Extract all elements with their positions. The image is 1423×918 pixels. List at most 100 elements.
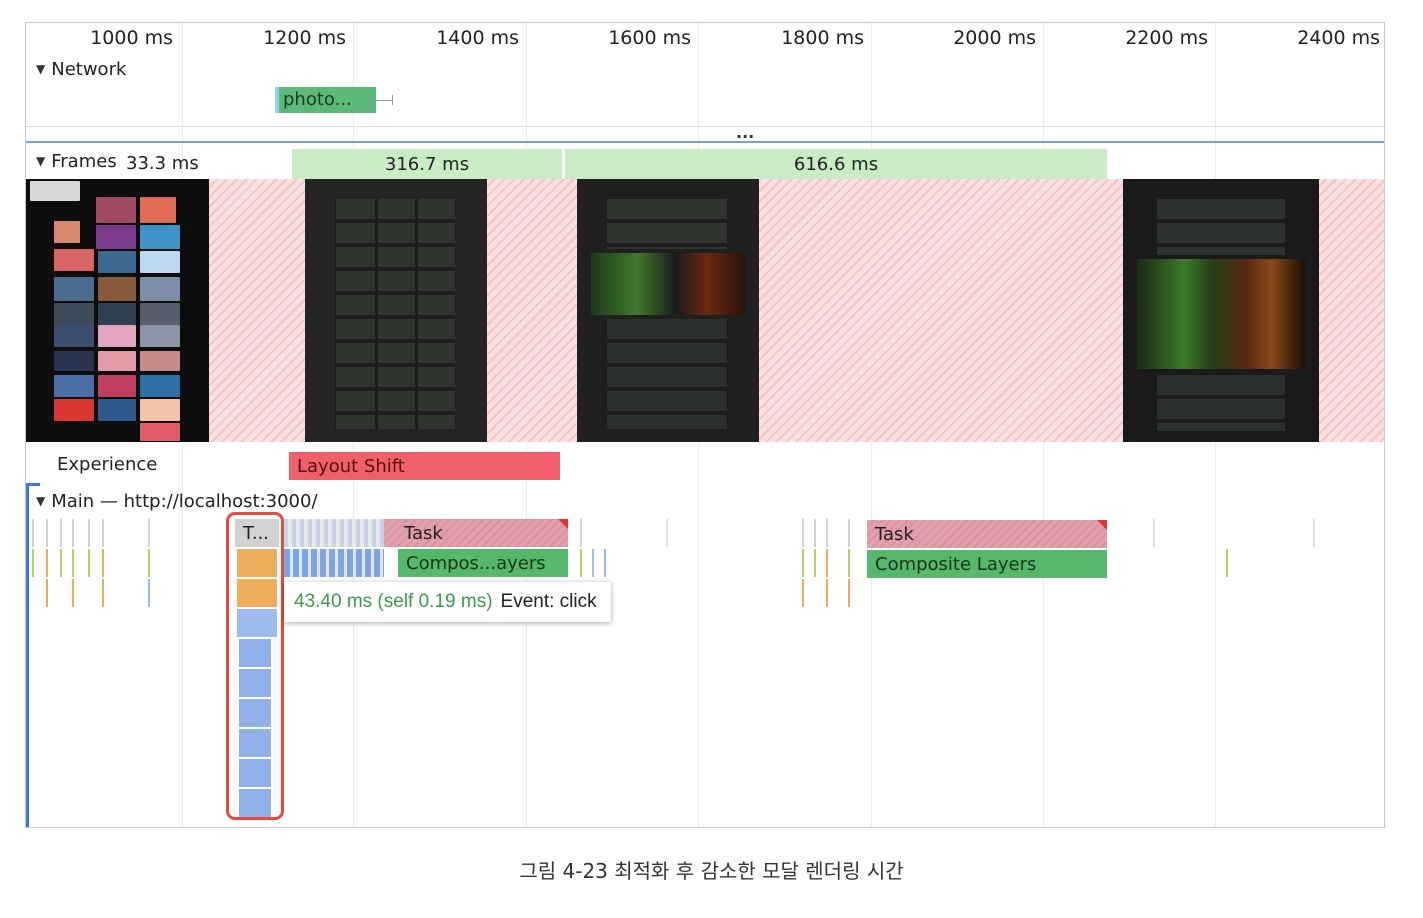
request-whisker-end xyxy=(392,95,393,105)
task-sliver[interactable] xyxy=(1153,519,1155,547)
task-sliver[interactable] xyxy=(826,549,828,577)
task-sliver[interactable] xyxy=(88,549,90,577)
task-sliver[interactable] xyxy=(814,519,816,547)
track-divider xyxy=(26,126,1384,127)
scripting-bar[interactable] xyxy=(239,669,271,697)
task-label: Task xyxy=(875,523,914,545)
task-sliver[interactable] xyxy=(802,549,804,577)
request-whisker xyxy=(376,100,392,101)
collapsed-tracks-indicator[interactable]: ... xyxy=(736,123,755,142)
task-sliver[interactable] xyxy=(148,549,150,577)
frame-duration-bar[interactable]: 316.7 ms xyxy=(292,149,562,179)
task-sliver[interactable] xyxy=(32,549,34,577)
task-sliver[interactable] xyxy=(102,579,104,607)
composite-layers-bar[interactable]: Compos...ayers xyxy=(398,549,568,577)
frame-screenshot[interactable] xyxy=(26,179,209,442)
frame-screenshot[interactable] xyxy=(1123,179,1319,442)
highlight-box xyxy=(226,512,284,820)
network-request-bar[interactable]: photo... xyxy=(275,87,376,113)
scripting-bar[interactable] xyxy=(239,759,271,787)
task-sliver[interactable] xyxy=(814,549,816,577)
task-sliver[interactable] xyxy=(580,519,582,547)
task-sliver[interactable] xyxy=(32,519,34,547)
task-sliver[interactable] xyxy=(148,579,150,607)
task-sliver[interactable] xyxy=(60,549,62,577)
collapse-triangle-icon: ▼ xyxy=(36,62,46,76)
collapse-triangle-icon: ▼ xyxy=(36,154,46,168)
frames-track-header[interactable]: ▼ Frames xyxy=(36,151,121,172)
task-sliver[interactable] xyxy=(148,519,150,547)
task-sliver[interactable] xyxy=(826,579,828,607)
task-sliver[interactable] xyxy=(580,549,582,577)
task-sliver[interactable] xyxy=(848,519,850,547)
task-sliver[interactable] xyxy=(46,519,48,547)
task-sliver[interactable] xyxy=(848,579,850,607)
task-sliver[interactable] xyxy=(60,519,62,547)
long-task-bar[interactable]: Task xyxy=(867,520,1107,548)
frame-screenshot[interactable] xyxy=(305,179,487,442)
composite-layers-bar[interactable]: Composite Layers xyxy=(867,550,1107,578)
task-sliver[interactable] xyxy=(802,519,804,547)
network-request-label: photo... xyxy=(283,89,352,110)
task-sliver[interactable] xyxy=(666,519,668,547)
composite-label: Composite Layers xyxy=(875,553,1037,575)
task-sliver[interactable] xyxy=(72,549,74,577)
long-task-warning-icon xyxy=(558,519,568,529)
tooltip-event: Event: click xyxy=(500,591,597,612)
scripting-bar[interactable] xyxy=(239,699,271,727)
tick-label: 1400 ms xyxy=(436,27,519,49)
scripting-sliver-group[interactable] xyxy=(284,549,384,577)
task-sliver[interactable] xyxy=(88,519,90,547)
scripting-bar[interactable] xyxy=(239,639,271,667)
task-bar[interactable]: T... xyxy=(235,519,279,547)
first-frame-duration: 33.3 ms xyxy=(126,153,199,174)
long-task-bar[interactable]: Task xyxy=(384,519,568,547)
task-sliver[interactable] xyxy=(802,579,804,607)
event-tooltip: 43.40 ms (self 0.19 ms) Event: click xyxy=(284,582,611,622)
track-selection-indicator xyxy=(26,483,29,827)
task-label: T... xyxy=(243,522,270,544)
scripting-bar[interactable] xyxy=(239,789,271,817)
task-sliver[interactable] xyxy=(46,549,48,577)
tick-label: 1600 ms xyxy=(608,27,691,49)
layout-shift-bar[interactable]: Layout Shift xyxy=(289,452,560,480)
scripting-bar[interactable] xyxy=(237,609,277,637)
selection-divider[interactable] xyxy=(26,141,1384,143)
tick-label: 1800 ms xyxy=(781,27,864,49)
scripting-bar[interactable] xyxy=(239,729,271,757)
task-sliver[interactable] xyxy=(46,579,48,607)
network-label: Network xyxy=(51,59,127,80)
task-sliver[interactable] xyxy=(848,549,850,577)
task-sliver[interactable] xyxy=(604,549,606,577)
task-sliver[interactable] xyxy=(102,549,104,577)
task-sliver[interactable] xyxy=(72,579,74,607)
task-sliver[interactable] xyxy=(826,519,828,547)
task-sliver[interactable] xyxy=(72,519,74,547)
tick-label: 1000 ms xyxy=(90,27,173,49)
main-thread-label: Main — http://localhost:3000/ xyxy=(51,491,318,512)
network-track-header[interactable]: ▼ Network xyxy=(36,59,126,80)
tick-label: 2200 ms xyxy=(1125,27,1208,49)
main-track-header[interactable]: ▼ Main — http://localhost:3000/ xyxy=(36,491,318,512)
event-click-bar[interactable] xyxy=(237,549,277,577)
figure-caption: 그림 4-23 최적화 후 감소한 모달 렌더링 시간 xyxy=(519,859,904,883)
layout-shift-label: Layout Shift xyxy=(297,455,405,477)
experience-track-header[interactable]: Experience xyxy=(57,454,158,475)
task-sliver[interactable] xyxy=(592,549,594,577)
performance-panel: 1000 ms 1200 ms 1400 ms 1600 ms 1800 ms … xyxy=(25,22,1385,828)
task-label: Task xyxy=(404,522,443,544)
track-selection-indicator-top xyxy=(26,483,40,486)
frame-duration-bar[interactable]: 616.6 ms xyxy=(565,149,1107,179)
frames-label: Frames xyxy=(51,151,117,172)
long-task-warning-icon xyxy=(1097,520,1107,530)
function-call-bar[interactable] xyxy=(237,579,277,607)
task-sliver[interactable] xyxy=(102,519,104,547)
composite-label: Compos...ayers xyxy=(406,552,546,574)
frame-duration-label: 316.7 ms xyxy=(384,153,470,175)
task-sliver-group[interactable] xyxy=(284,519,384,547)
tick-label: 2000 ms xyxy=(953,27,1036,49)
collapse-triangle-icon: ▼ xyxy=(36,494,46,508)
frame-screenshot[interactable] xyxy=(577,179,759,442)
task-sliver[interactable] xyxy=(1313,519,1315,547)
task-sliver[interactable] xyxy=(1226,549,1228,577)
